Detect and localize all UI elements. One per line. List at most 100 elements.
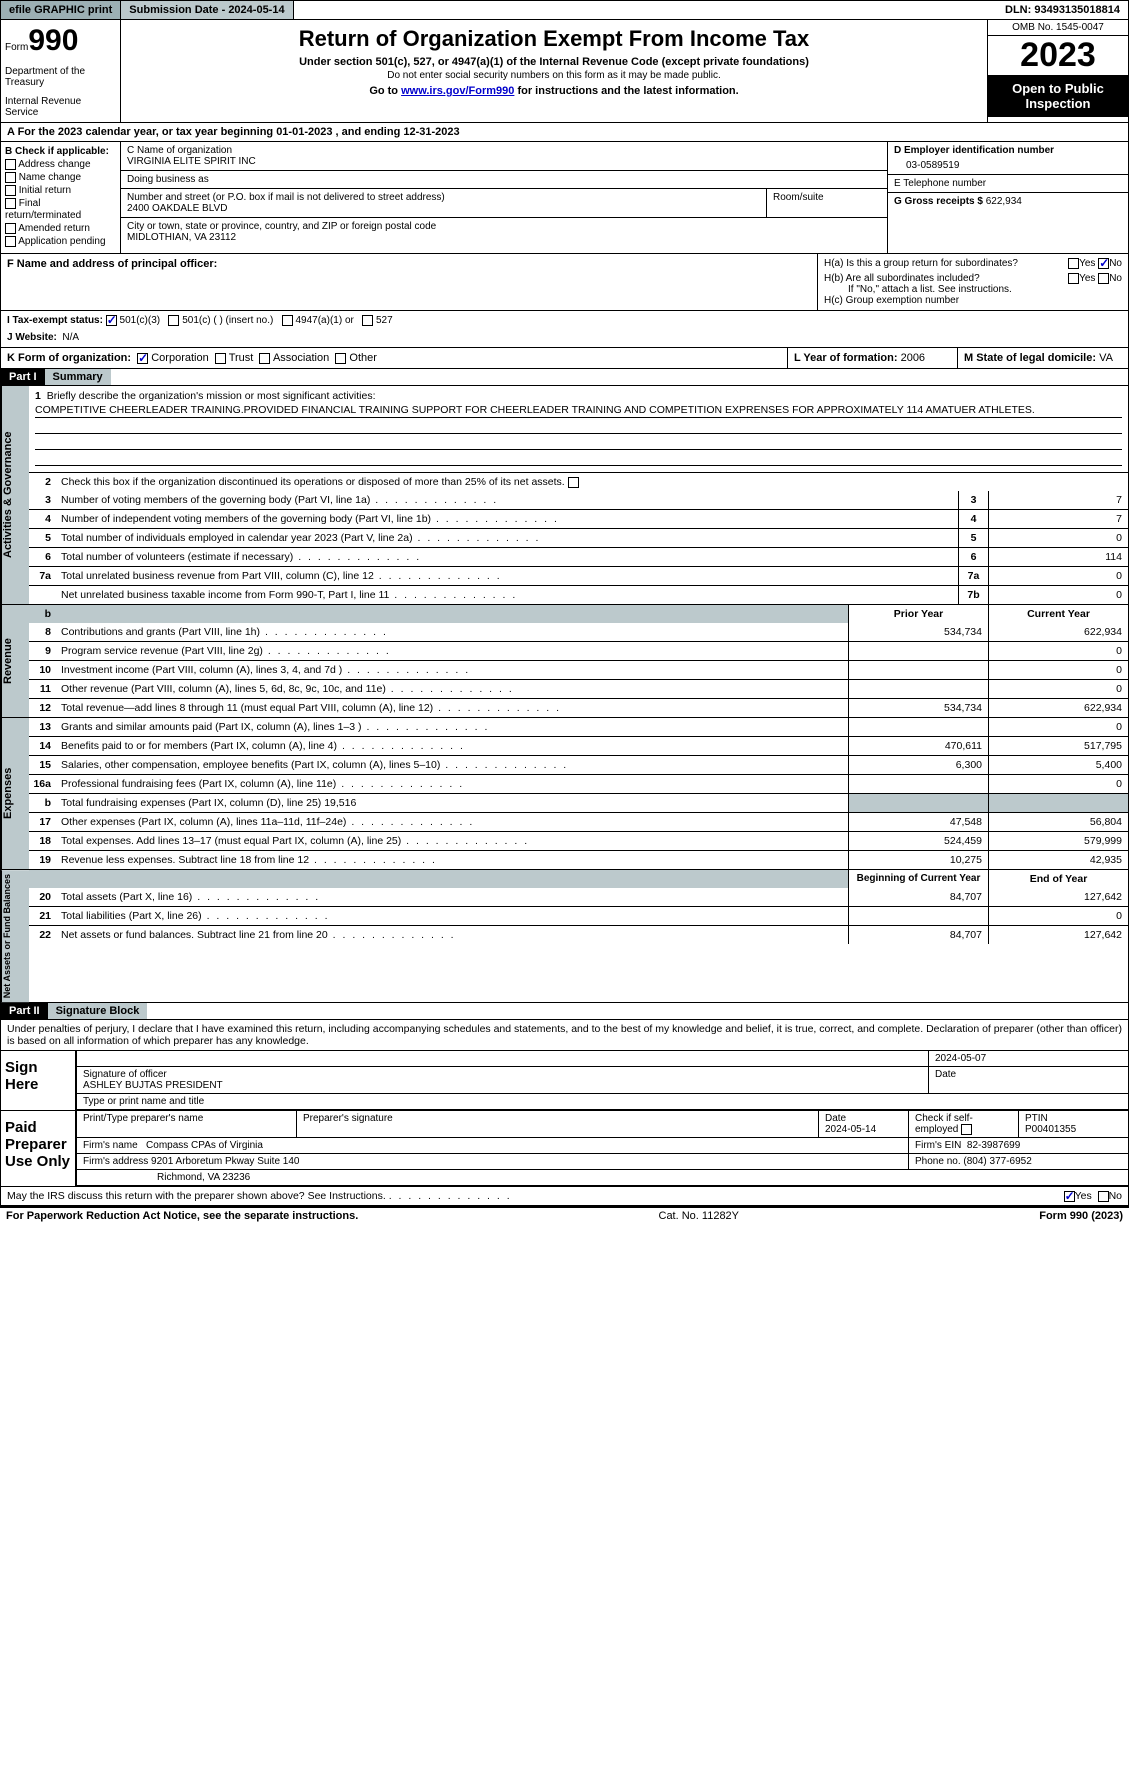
gross-receipts-label: G Gross receipts $ bbox=[894, 196, 983, 207]
efile-label: efile GRAPHIC print bbox=[1, 1, 121, 19]
col-end-year: End of Year bbox=[988, 870, 1128, 888]
principal-officer-label: F Name and address of principal officer: bbox=[7, 258, 811, 270]
form-body: Form990 Department of the Treasury Inter… bbox=[0, 20, 1129, 1206]
mission-text: COMPETITIVE CHEERLEADER TRAINING.PROVIDE… bbox=[35, 404, 1122, 418]
paid-preparer-label: Paid Preparer Use Only bbox=[1, 1111, 76, 1186]
tax-year: 2023 bbox=[988, 36, 1128, 75]
chk-amended-return[interactable] bbox=[5, 223, 16, 234]
city-value: MIDLOTHIAN, VA 23112 bbox=[127, 232, 881, 243]
top-bar: efile GRAPHIC print Submission Date - 20… bbox=[0, 0, 1129, 20]
discuss-question: May the IRS discuss this return with the… bbox=[7, 1190, 386, 1202]
ein-value: 03-0589519 bbox=[894, 156, 1122, 171]
org-name: VIRGINIA ELITE SPIRIT INC bbox=[127, 156, 881, 167]
vlabel-expenses: Expenses bbox=[1, 718, 29, 869]
domicile: VA bbox=[1099, 352, 1113, 364]
public-inspection: Open to Public Inspection bbox=[988, 75, 1128, 117]
chk-hb-no[interactable] bbox=[1098, 273, 1109, 284]
mission-label: Briefly describe the organization's miss… bbox=[47, 390, 376, 402]
form-number: 990 bbox=[28, 24, 78, 57]
officer-name: ASHLEY BUJTAS PRESIDENT bbox=[83, 1080, 223, 1091]
chk-501c3[interactable] bbox=[106, 315, 117, 326]
irs-label: Internal Revenue Service bbox=[5, 96, 116, 118]
org-name-label: C Name of organization bbox=[127, 145, 881, 156]
submission-date: Submission Date - 2024-05-14 bbox=[121, 1, 293, 19]
website-value: N/A bbox=[62, 332, 79, 343]
chk-hb-yes[interactable] bbox=[1068, 273, 1079, 284]
chk-ha-yes[interactable] bbox=[1068, 258, 1079, 269]
chk-trust[interactable] bbox=[215, 353, 226, 364]
firm-phone: (804) 377-6952 bbox=[963, 1156, 1031, 1167]
dba-label: Doing business as bbox=[127, 174, 881, 185]
h-a: H(a) Is this a group return for subordin… bbox=[824, 258, 1122, 269]
firm-ein: 82-3987699 bbox=[967, 1140, 1020, 1151]
firm-addr2: Richmond, VA 23236 bbox=[76, 1170, 1128, 1186]
gross-receipts-value: 622,934 bbox=[986, 196, 1022, 207]
chk-discuss-yes[interactable] bbox=[1064, 1191, 1075, 1202]
sig-date: 2024-05-07 bbox=[928, 1051, 1128, 1067]
chk-name-change[interactable] bbox=[5, 172, 16, 183]
part1-header: Part I bbox=[1, 369, 45, 385]
ssn-warning: Do not enter social security numbers on … bbox=[129, 70, 979, 81]
chk-assoc[interactable] bbox=[259, 353, 270, 364]
chk-other[interactable] bbox=[335, 353, 346, 364]
year-formation: 2006 bbox=[901, 352, 925, 364]
type-name-label: Type or print name and title bbox=[76, 1094, 1128, 1110]
website-label: J Website: bbox=[7, 332, 57, 343]
dln-label: DLN: 93493135018814 bbox=[997, 1, 1128, 19]
form-subtitle: Under section 501(c), 527, or 4947(a)(1)… bbox=[129, 56, 979, 68]
paperwork-notice: For Paperwork Reduction Act Notice, see … bbox=[6, 1210, 358, 1222]
chk-line2[interactable] bbox=[568, 477, 579, 488]
addr-label: Number and street (or P.O. box if mail i… bbox=[127, 192, 760, 203]
chk-4947[interactable] bbox=[282, 315, 293, 326]
chk-app-pending[interactable] bbox=[5, 236, 16, 247]
col-begin-year: Beginning of Current Year bbox=[848, 870, 988, 888]
firm-addr1: 9201 Arboretum Pkway Suite 140 bbox=[151, 1156, 299, 1167]
chk-527[interactable] bbox=[362, 315, 373, 326]
sign-here-label: Sign Here bbox=[1, 1051, 76, 1110]
cat-number: Cat. No. 11282Y bbox=[358, 1210, 1039, 1222]
part2-header: Part II bbox=[1, 1003, 48, 1019]
form-prefix: Form bbox=[5, 42, 28, 53]
domicile-label: M State of legal domicile: bbox=[964, 352, 1096, 364]
ein-label: D Employer identification number bbox=[894, 145, 1122, 156]
irs-link[interactable]: www.irs.gov/Form990 bbox=[401, 85, 514, 97]
form-footer: Form 990 (2023) bbox=[1039, 1210, 1123, 1222]
col-b-checkboxes: B Check if applicable: Address change Na… bbox=[1, 142, 121, 253]
ptin: P00401355 bbox=[1025, 1124, 1076, 1135]
chk-initial-return[interactable] bbox=[5, 185, 16, 196]
part1-title: Summary bbox=[45, 369, 111, 385]
form-org-label: K Form of organization: bbox=[7, 352, 131, 364]
prep-date: 2024-05-14 bbox=[825, 1124, 876, 1135]
room-label: Room/suite bbox=[773, 192, 881, 203]
vlabel-revenue: Revenue bbox=[1, 605, 29, 717]
instructions-link: Go to www.irs.gov/Form990 for instructio… bbox=[129, 85, 979, 97]
sig-officer-label: Signature of officer bbox=[83, 1069, 167, 1080]
omb-number: OMB No. 1545-0047 bbox=[988, 20, 1128, 36]
city-label: City or town, state or province, country… bbox=[127, 221, 881, 232]
prep-sig-label: Preparer's signature bbox=[296, 1111, 818, 1138]
part2-title: Signature Block bbox=[48, 1003, 148, 1019]
phone-label: E Telephone number bbox=[894, 178, 1122, 189]
row-a-tax-year: A For the 2023 calendar year, or tax yea… bbox=[1, 122, 1128, 141]
h-b-note: If "No," attach a list. See instructions… bbox=[824, 284, 1122, 295]
chk-corp[interactable] bbox=[137, 353, 148, 364]
form-title: Return of Organization Exempt From Incom… bbox=[129, 26, 979, 52]
chk-self-employed[interactable] bbox=[961, 1124, 972, 1135]
col-current-year: Current Year bbox=[988, 605, 1128, 623]
perjury-declaration: Under penalties of perjury, I declare th… bbox=[1, 1019, 1128, 1050]
chk-ha-no[interactable] bbox=[1098, 258, 1109, 269]
firm-name: Compass CPAs of Virginia bbox=[146, 1140, 263, 1151]
vlabel-net-assets: Net Assets or Fund Balances bbox=[1, 870, 29, 1002]
h-c: H(c) Group exemption number bbox=[824, 295, 1122, 306]
h-b: H(b) Are all subordinates included? Yes … bbox=[824, 273, 1122, 284]
col-prior-year: Prior Year bbox=[848, 605, 988, 623]
chk-discuss-no[interactable] bbox=[1098, 1191, 1109, 1202]
date-label: Date bbox=[928, 1067, 1128, 1094]
vlabel-governance: Activities & Governance bbox=[1, 386, 29, 604]
chk-address-change[interactable] bbox=[5, 159, 16, 170]
year-formation-label: L Year of formation: bbox=[794, 352, 898, 364]
chk-501c[interactable] bbox=[168, 315, 179, 326]
dept-treasury: Department of the Treasury bbox=[5, 66, 116, 88]
chk-final-return[interactable] bbox=[5, 198, 16, 209]
prep-name-label: Print/Type preparer's name bbox=[76, 1111, 296, 1138]
